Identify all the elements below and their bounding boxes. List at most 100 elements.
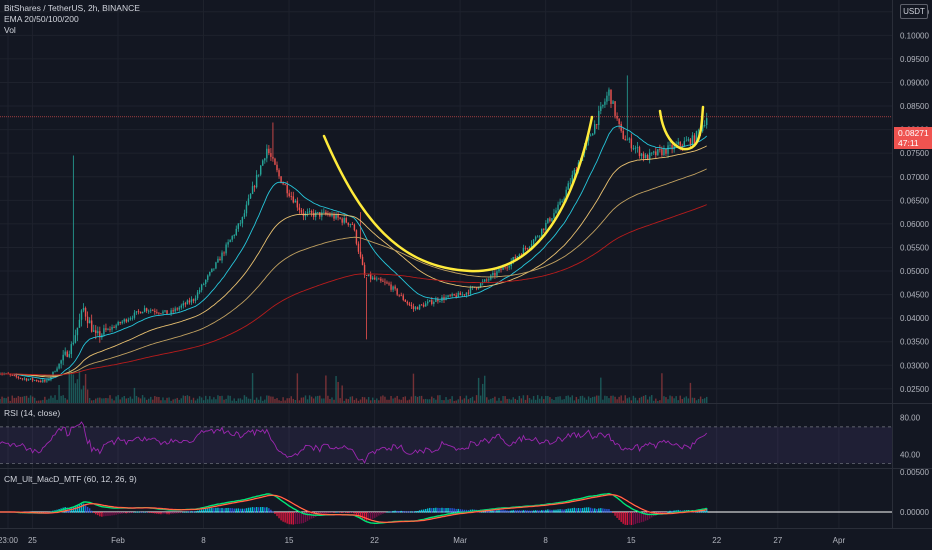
- macd-histogram-bar: [504, 510, 506, 513]
- macd-histogram-bar: [268, 508, 270, 513]
- macd-histogram-bar: [563, 509, 565, 513]
- handle-drawing[interactable]: [658, 105, 705, 151]
- macd-histogram-bar: [200, 509, 203, 513]
- volume-bar: [596, 395, 598, 403]
- macd-histogram-bar: [363, 512, 366, 521]
- candle: [394, 284, 396, 291]
- volume-bar: [58, 384, 60, 403]
- volume-bar: [514, 398, 516, 403]
- macd-histogram-bar: [445, 508, 447, 513]
- candle: [526, 247, 529, 250]
- volume-bar: [56, 399, 58, 403]
- rsi-label[interactable]: RSI (14, close): [4, 408, 61, 418]
- volume-bar: [665, 397, 667, 403]
- volume-bar: [461, 399, 464, 403]
- volume-bar: [292, 398, 295, 403]
- volume-bar: [247, 398, 250, 403]
- candle: [612, 100, 614, 104]
- volume-bar: [545, 395, 547, 403]
- time-axis[interactable]: 23:00 25 Feb 8 15 22 Mar 8 15 22 27 Apr: [0, 536, 845, 545]
- price-axis[interactable]: 0.105000.100000.095000.090000.085000.080…: [900, 8, 929, 517]
- volume-bar: [296, 373, 299, 403]
- macd-histogram-bar: [105, 512, 107, 517]
- macd-histogram-bar: [341, 512, 343, 513]
- volume-bar: [198, 396, 201, 403]
- candle: [272, 122, 274, 162]
- volume-bar: [608, 398, 610, 403]
- macd-histogram-bar: [675, 510, 677, 513]
- macd-histogram-bar: [125, 512, 128, 514]
- macd-label[interactable]: CM_Ult_MacD_MTF (60, 12, 26, 9): [4, 474, 137, 484]
- candle: [651, 152, 653, 156]
- candle: [343, 215, 345, 225]
- macd-histogram-bar: [304, 512, 307, 523]
- currency-badge[interactable]: USDT: [900, 4, 928, 19]
- volume-bar: [593, 396, 596, 403]
- macd-histogram-bar: [115, 512, 117, 515]
- volume-bar: [241, 399, 244, 403]
- cup-drawing[interactable]: [322, 115, 594, 273]
- candle: [294, 198, 297, 203]
- volume-bar: [349, 396, 352, 403]
- candle: [632, 145, 635, 151]
- volume-bar: [555, 396, 557, 403]
- macd-histogram-bar: [510, 510, 512, 513]
- candle: [225, 242, 227, 256]
- volume-bar: [205, 395, 207, 403]
- time-tick-label: Mar: [453, 536, 467, 545]
- macd-histogram-bar: [361, 512, 364, 519]
- volume-bar: [74, 383, 77, 403]
- macd-histogram-bar: [516, 510, 519, 513]
- volume-bar: [319, 395, 321, 403]
- price-tick-label: 0.04000: [900, 314, 929, 323]
- volume-indicator-label[interactable]: Vol: [4, 25, 16, 35]
- volume-bar: [78, 370, 81, 403]
- candle: [180, 303, 183, 310]
- volume-bar: [13, 397, 16, 403]
- macd-histogram-bar: [532, 510, 535, 513]
- volume-bar: [520, 398, 523, 403]
- volume-bar: [88, 398, 91, 403]
- candle: [119, 321, 121, 325]
- macd-histogram-bar: [447, 507, 449, 513]
- volume-bar: [3, 397, 5, 403]
- volume-bar: [221, 395, 223, 403]
- volume-bar: [695, 400, 698, 403]
- volume-bar: [634, 397, 637, 403]
- volume-bar: [447, 399, 449, 403]
- candle: [178, 305, 180, 312]
- volume-bar: [243, 395, 246, 403]
- volume-bar: [512, 397, 514, 403]
- candle: [569, 178, 571, 187]
- macd-histogram-bar: [663, 512, 665, 513]
- volume-bar: [369, 400, 372, 403]
- ema-indicator-label[interactable]: EMA 20/50/100/200: [4, 14, 79, 24]
- volume-bar: [182, 395, 185, 403]
- volume-bar: [581, 395, 584, 403]
- macd-histogram-bar: [129, 512, 132, 514]
- volume-bar: [390, 396, 392, 403]
- macd-histogram-bar: [618, 512, 620, 520]
- candle: [88, 317, 91, 324]
- currency-text: USDT: [903, 7, 925, 16]
- user-drawings[interactable]: [322, 105, 705, 273]
- candle: [131, 315, 134, 321]
- candle: [384, 278, 386, 286]
- macd-histogram-bar: [137, 511, 140, 513]
- volume-bar: [477, 377, 480, 403]
- ema-200-line: [0, 204, 707, 376]
- volume-bar: [644, 395, 647, 403]
- candle: [268, 145, 270, 156]
- volume-bar: [317, 395, 319, 403]
- candle: [557, 201, 559, 214]
- volume-bar: [321, 398, 323, 403]
- macd-histogram-bar: [357, 512, 360, 517]
- volume-bar: [679, 395, 681, 403]
- macd-histogram-bar: [414, 511, 417, 513]
- volume-bar: [518, 395, 521, 403]
- volume-bar: [359, 399, 362, 403]
- macd-histogram-bar: [384, 512, 386, 514]
- candle: [160, 313, 162, 315]
- volume-bar: [268, 395, 270, 403]
